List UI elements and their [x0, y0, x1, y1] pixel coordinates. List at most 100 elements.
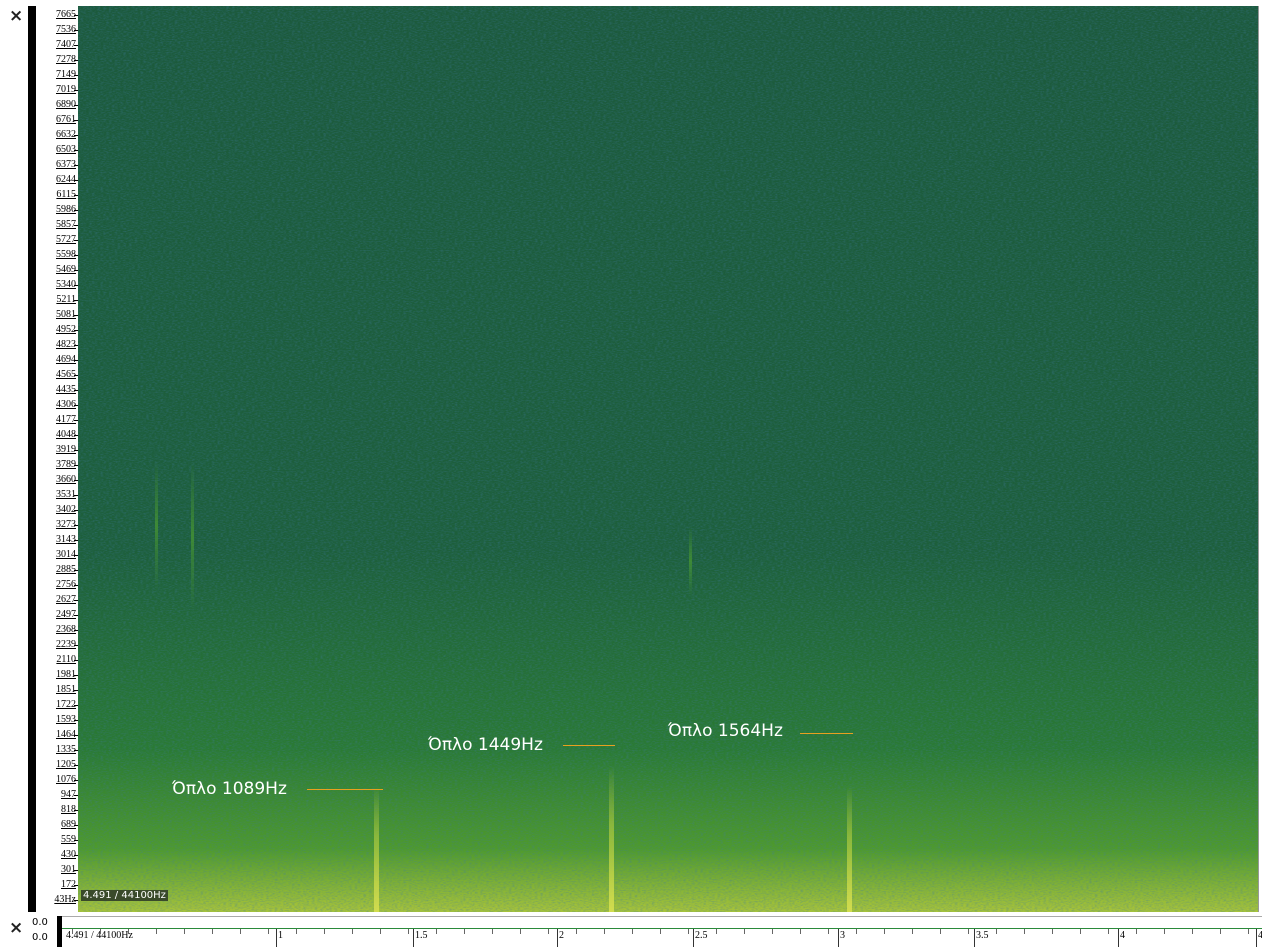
frequency-tick	[74, 375, 78, 376]
close-button[interactable]: ×	[9, 918, 24, 938]
frequency-tick	[74, 315, 78, 316]
frequency-tick	[74, 780, 78, 781]
frequency-tick	[74, 855, 78, 856]
frequency-label: 6761	[56, 114, 76, 125]
time-label: 1.5	[415, 930, 428, 941]
frequency-label: 818	[61, 804, 76, 815]
frequency-tick	[74, 135, 78, 136]
frequency-tick	[74, 180, 78, 181]
time-minor-tick	[604, 929, 605, 934]
time-minor-tick	[856, 929, 857, 934]
time-minor-tick	[436, 929, 437, 934]
frequency-tick	[74, 810, 78, 811]
frequency-label: 6890	[56, 99, 76, 110]
frequency-label: 2885	[56, 564, 76, 575]
time-minor-tick	[576, 929, 577, 934]
time-minor-tick	[1220, 929, 1221, 934]
frequency-label: 2239	[56, 639, 76, 650]
frequency-label: 3789	[56, 459, 76, 470]
annotation-line	[563, 745, 615, 746]
time-minor-tick	[688, 929, 689, 934]
frequency-tick	[74, 60, 78, 61]
time-minor-tick	[156, 929, 157, 934]
frequency-label: 5469	[56, 264, 76, 275]
frequency-label: 2497	[56, 609, 76, 620]
frequency-label: 4435	[56, 384, 76, 395]
time-minor-tick	[296, 929, 297, 934]
frequency-label: 5211	[56, 294, 76, 305]
time-minor-tick	[324, 929, 325, 934]
time-major-tick	[1118, 929, 1119, 947]
time-minor-tick	[240, 929, 241, 934]
frequency-tick	[74, 600, 78, 601]
frequency-label: 1981	[56, 669, 76, 680]
spectrogram	[78, 6, 1258, 912]
frequency-tick	[74, 150, 78, 151]
frequency-label: 689	[61, 819, 76, 830]
frequency-label: 1464	[56, 729, 76, 740]
frequency-tick	[74, 420, 78, 421]
time-minor-tick	[1136, 929, 1137, 934]
time-label: 2	[559, 930, 564, 941]
time-minor-tick	[744, 929, 745, 934]
level-label: 0.0	[32, 917, 48, 928]
frequency-tick	[74, 690, 78, 691]
time-major-tick	[838, 929, 839, 947]
time-label: 4	[1258, 930, 1262, 941]
frequency-tick	[74, 465, 78, 466]
annotation-line	[307, 789, 383, 790]
time-label: 3.5	[976, 930, 989, 941]
frequency-tick	[74, 225, 78, 226]
frequency-label: 4306	[56, 399, 76, 410]
frequency-label: 4952	[56, 324, 76, 335]
time-minor-tick	[912, 929, 913, 934]
frequency-tick	[74, 870, 78, 871]
frequency-tick	[74, 165, 78, 166]
time-major-tick	[557, 929, 558, 947]
time-position-label: 4.491 / 44100Hz	[66, 930, 133, 941]
frequency-label: 4565	[56, 369, 76, 380]
time-minor-tick	[884, 929, 885, 934]
frequency-ruler: 7665 7536 7407 7278 7149 7019 6890 6761 6632 6503…	[36, 6, 79, 912]
frequency-label: 3014	[56, 549, 76, 560]
time-minor-tick	[940, 929, 941, 934]
level-bar	[57, 916, 62, 947]
frequency-tick	[74, 195, 78, 196]
time-minor-tick	[548, 929, 549, 934]
time-label: 2.5	[695, 930, 708, 941]
frequency-label: 4048	[56, 429, 76, 440]
frequency-label: 301	[61, 864, 76, 875]
frequency-tick	[74, 255, 78, 256]
frequency-label: 2110	[56, 654, 76, 665]
frequency-label: 4694	[56, 354, 76, 365]
frequency-tick	[74, 300, 78, 301]
frequency-tick	[74, 240, 78, 241]
frequency-tick	[74, 480, 78, 481]
frequency-tick	[74, 825, 78, 826]
frequency-label: 7407	[56, 39, 76, 50]
frequency-label: 7149	[56, 69, 76, 80]
close-button[interactable]: ×	[9, 6, 24, 26]
frequency-label: 172	[61, 879, 76, 890]
frequency-tick	[74, 345, 78, 346]
time-minor-tick	[352, 929, 353, 934]
level-label: 0.0	[32, 932, 48, 943]
frequency-tick	[74, 900, 78, 901]
frequency-label: 1722	[56, 699, 76, 710]
frequency-label: 3273	[56, 519, 76, 530]
annotation: Όπλο 1089Hz	[172, 779, 287, 799]
frequency-label: 4823	[56, 339, 76, 350]
time-minor-tick	[492, 929, 493, 934]
time-major-tick	[693, 929, 694, 947]
time-minor-tick	[1080, 929, 1081, 934]
time-minor-tick	[520, 929, 521, 934]
frequency-tick	[74, 105, 78, 106]
frequency-tick	[74, 555, 78, 556]
frequency-label: 7019	[56, 84, 76, 95]
frequency-tick	[74, 525, 78, 526]
time-minor-tick	[184, 929, 185, 934]
time-minor-tick	[408, 929, 409, 934]
time-minor-tick	[100, 929, 101, 934]
frequency-label: 5081	[56, 309, 76, 320]
